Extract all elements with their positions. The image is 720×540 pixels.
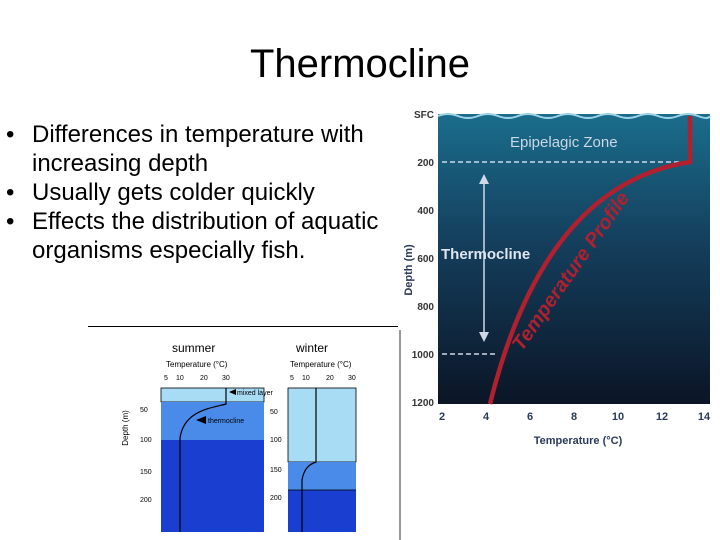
summer-depth-tick: 200 [140, 497, 152, 504]
bullet-item: • Usually gets colder quickly [6, 178, 406, 207]
temp-tick: 12 [656, 411, 668, 423]
summer-thermocline-label: thermocline [208, 418, 244, 425]
bullet-dot: • [6, 121, 15, 148]
bullet-dot: • [6, 208, 15, 235]
winter-temp-label: Temperature (°C) [290, 360, 352, 369]
temp-tick: 6 [527, 411, 533, 423]
zone-label: Epipelagic Zone [510, 134, 618, 151]
winter-depth-tick: 150 [270, 467, 282, 474]
bullet-dot: • [6, 179, 15, 206]
winter-thermocline-layer [288, 462, 356, 490]
winter-temp-tick: 30 [348, 375, 356, 382]
winter-depth-tick: 50 [270, 409, 278, 416]
summer-depth-tick: 50 [140, 407, 148, 414]
temp-tick: 14 [698, 411, 711, 423]
summer-temp-tick: 5 [164, 375, 168, 382]
winter-mixed-layer [287, 387, 357, 463]
depth-tick: 1000 [412, 350, 435, 361]
depth-tick: 400 [417, 206, 434, 217]
mixed-layer-label: mixed layer [237, 390, 273, 397]
bullet-item: • Effects the distribution of aquatic org… [6, 207, 406, 265]
summer-thermocline-layer [161, 402, 264, 440]
summer-depth-axis-label: Depth (m) [121, 410, 130, 446]
winter-temp-tick: 20 [326, 375, 334, 382]
temp-tick: 4 [483, 411, 490, 423]
depth-tick: 1200 [412, 398, 435, 409]
seasonal-thermocline-figure: summer Temperature (°C) 5 10 20 30 mixed… [121, 330, 401, 540]
depth-axis-strip [398, 100, 438, 420]
text-underline [88, 326, 398, 327]
bullet-text: Differences in temperature with increasi… [32, 121, 364, 177]
winter-depth-tick: 100 [270, 437, 282, 444]
thermocline-label: Thermocline [441, 246, 530, 263]
summer-label: summer [172, 341, 215, 355]
depth-tick: 600 [417, 254, 434, 265]
depth-tick: 800 [417, 302, 434, 313]
summer-deep-layer [161, 440, 264, 532]
winter-temp-curve [301, 388, 317, 532]
winter-deep-layer [288, 490, 356, 532]
winter-temp-tick: 5 [290, 375, 294, 382]
temperature-profile-curve [487, 116, 693, 405]
bullet-item: • Differences in temperature with increas… [6, 120, 406, 178]
winter-temp-tick: 10 [302, 375, 310, 382]
summer-depth-tick: 100 [140, 437, 152, 444]
depth-axis-label: Depth (m) [403, 244, 415, 296]
slide-title: Thermocline [249, 42, 471, 86]
temp-tick: 2 [439, 411, 445, 423]
temp-tick: 10 [612, 411, 624, 423]
ocean-profile-figure: Depth (m) SFC 200 400 600 800 1000 1200 … [398, 100, 711, 447]
bullet-text: Effects the distribution of aquatic orga… [32, 208, 379, 264]
thermocline-arrow-icon [196, 416, 206, 424]
arrow-head-up [479, 174, 489, 184]
bullet-text: Usually gets colder quickly [32, 179, 315, 206]
summer-temp-tick: 10 [176, 375, 184, 382]
depth-tick: 200 [417, 158, 434, 169]
mixed-layer-arrow-icon [229, 389, 236, 395]
water-surface [437, 113, 711, 119]
summer-depth-tick: 150 [140, 469, 152, 476]
winter-label: winter [295, 341, 328, 355]
bullet-list: • Differences in temperature with increas… [6, 120, 406, 265]
temp-axis-label: Temperature (°C) [534, 435, 623, 447]
temp-tick: 8 [571, 411, 577, 423]
summer-temp-tick: 20 [200, 375, 208, 382]
summer-temp-curve [179, 388, 227, 532]
summer-temp-label: Temperature (°C) [166, 360, 228, 369]
arrow-head-down [479, 332, 489, 342]
winter-depth-tick: 200 [270, 495, 282, 502]
summer-temp-tick: 30 [222, 375, 230, 382]
depth-tick: SFC [414, 110, 434, 121]
